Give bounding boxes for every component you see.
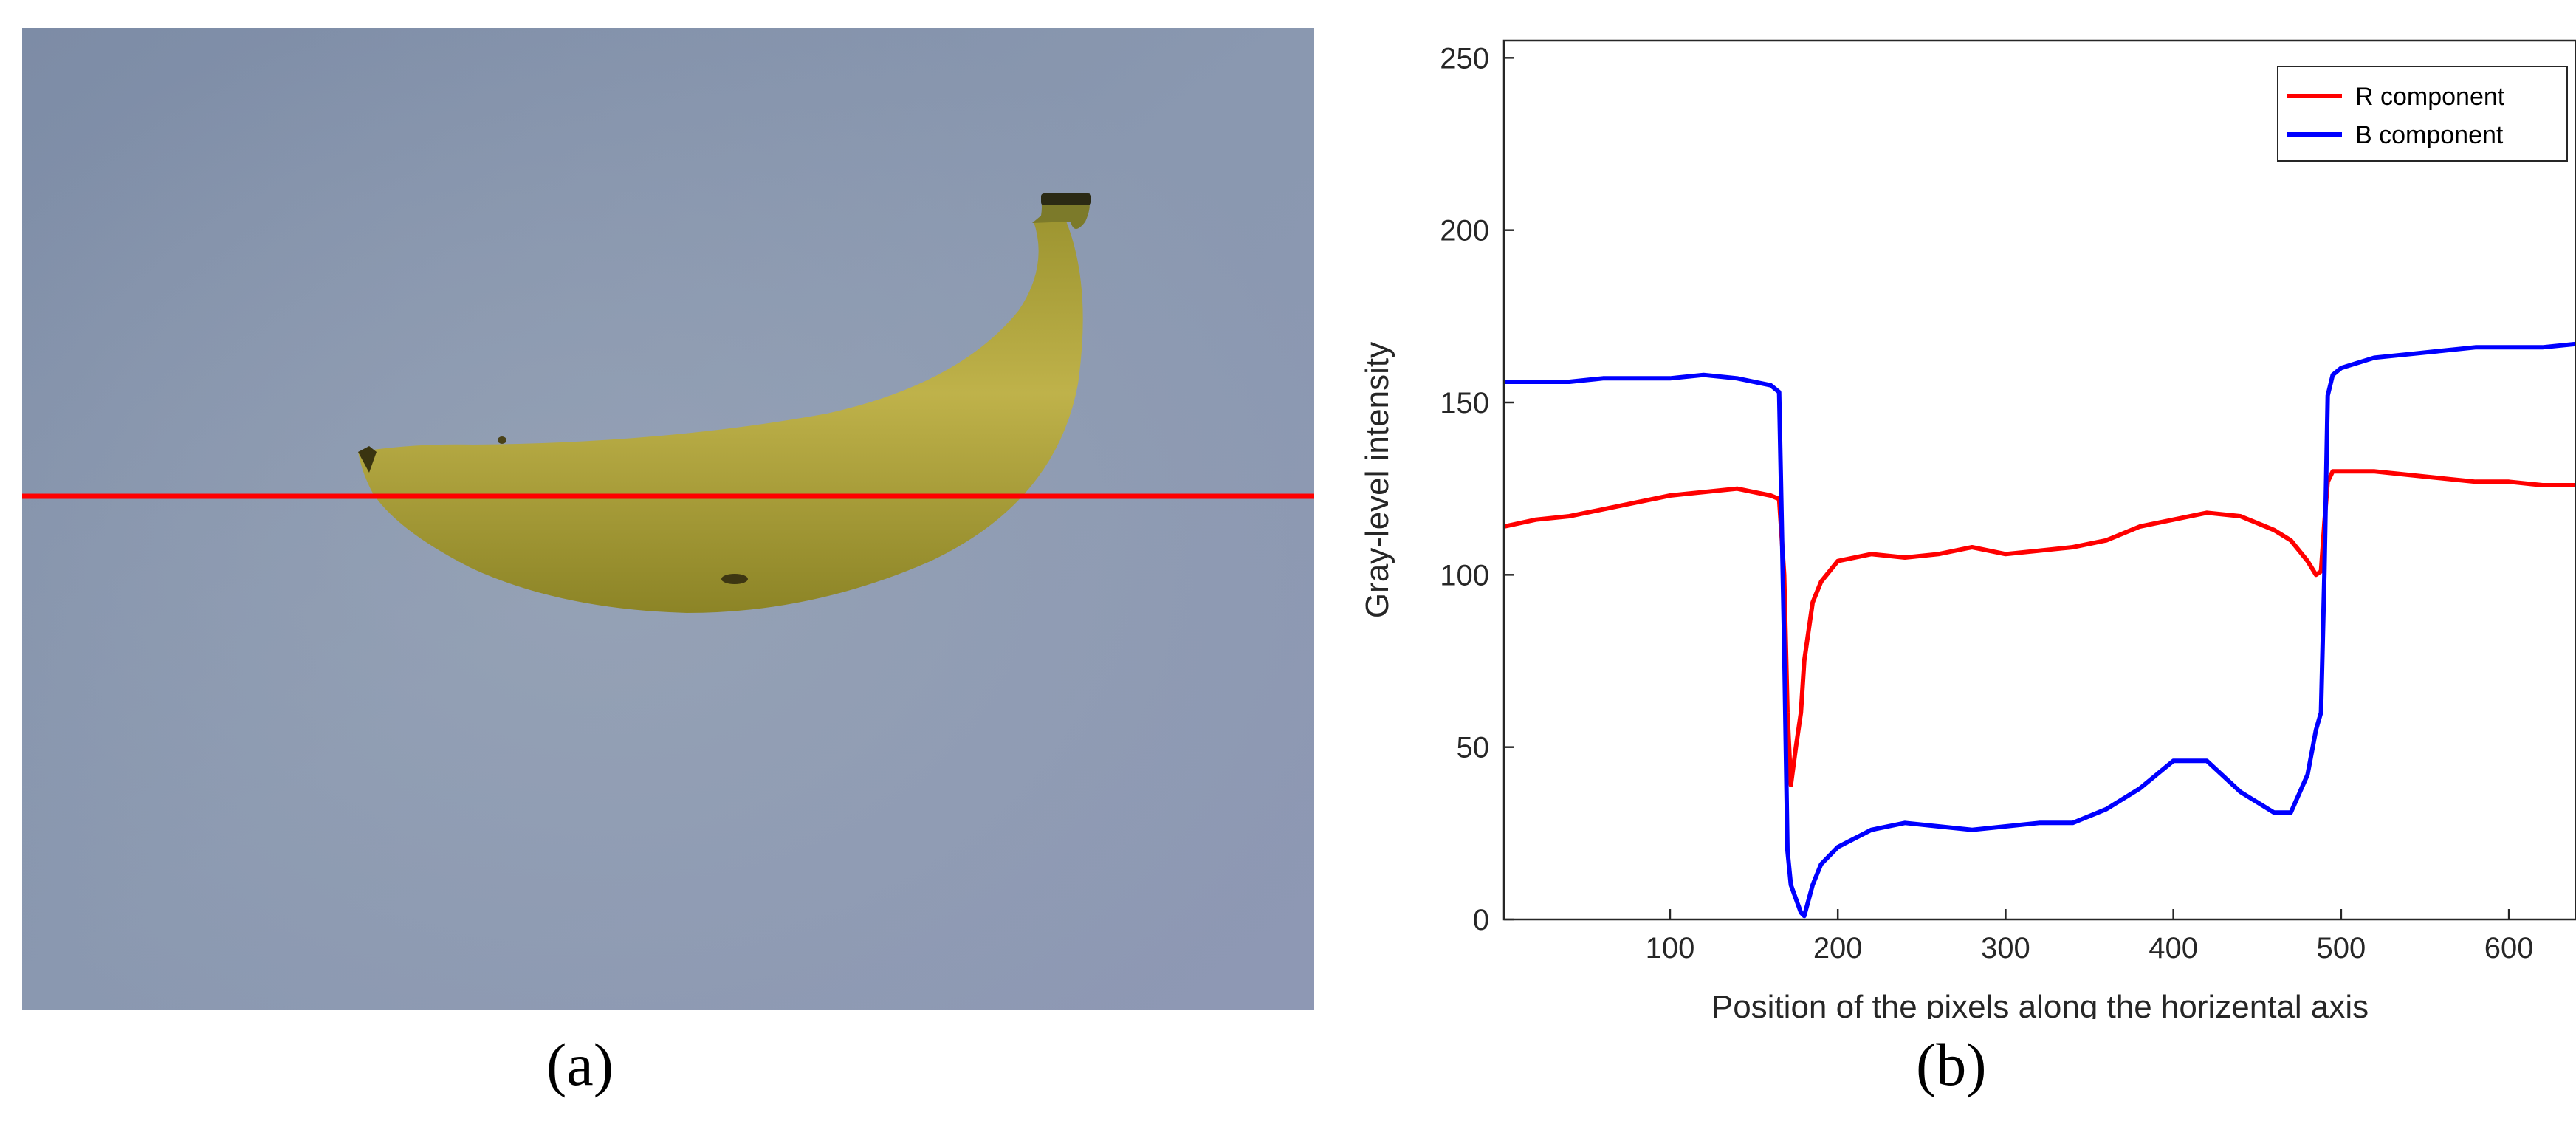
caption-a: (a) <box>546 1031 614 1098</box>
x-axis-title: Position of the pixels along the horizen… <box>1711 989 2369 1019</box>
y-tick-label: 150 <box>1440 387 1489 419</box>
y-tick-label: 50 <box>1457 732 1490 764</box>
x-tick-label: 100 <box>1646 932 1695 964</box>
y-tick-label: 0 <box>1473 904 1489 936</box>
legend-label-b: B component <box>2355 121 2504 149</box>
legend-label-r: R component <box>2355 83 2505 111</box>
chart-panel: 100 200 300 400 500 600 0 50 100 150 200 250 Positi… <box>1314 0 2576 1098</box>
x-tick-label: 600 <box>2484 932 2534 964</box>
y-axis-title: Gray-level intensity <box>1359 342 1395 618</box>
photo-panel: (a) <box>0 0 1329 1098</box>
y-tick-label: 250 <box>1440 42 1489 75</box>
b-component-line <box>1504 341 2576 919</box>
legend-box <box>2277 66 2568 162</box>
plot-area <box>1504 41 2576 919</box>
banana-tip <box>358 446 377 473</box>
banana-photo <box>22 28 1329 1010</box>
y-tick-label: 200 <box>1440 215 1489 247</box>
intensity-chart: 100 200 300 400 500 600 0 50 100 150 200 250 Positi… <box>1359 39 2576 1025</box>
x-tick-label: 200 <box>1813 932 1863 964</box>
axis-layer: 100 200 300 400 500 600 0 50 100 150 200 250 <box>1440 42 2533 964</box>
banana-shape <box>358 214 1083 613</box>
legend: R component B component <box>2277 66 2568 162</box>
x-tick-label: 400 <box>2149 932 2198 964</box>
banana-stem-tip <box>1041 193 1091 205</box>
banana-stem <box>1032 198 1090 229</box>
y-tick-label: 100 <box>1440 559 1489 592</box>
banana-spot <box>498 436 506 444</box>
r-component-line <box>1503 469 2576 787</box>
plot-frame <box>1502 39 2576 921</box>
x-tick-label: 500 <box>2317 932 2366 964</box>
caption-b: (b) <box>1916 1031 1987 1098</box>
banana-spot <box>721 574 748 584</box>
x-tick-label: 300 <box>1981 932 2030 964</box>
series-layer <box>1503 341 2576 919</box>
